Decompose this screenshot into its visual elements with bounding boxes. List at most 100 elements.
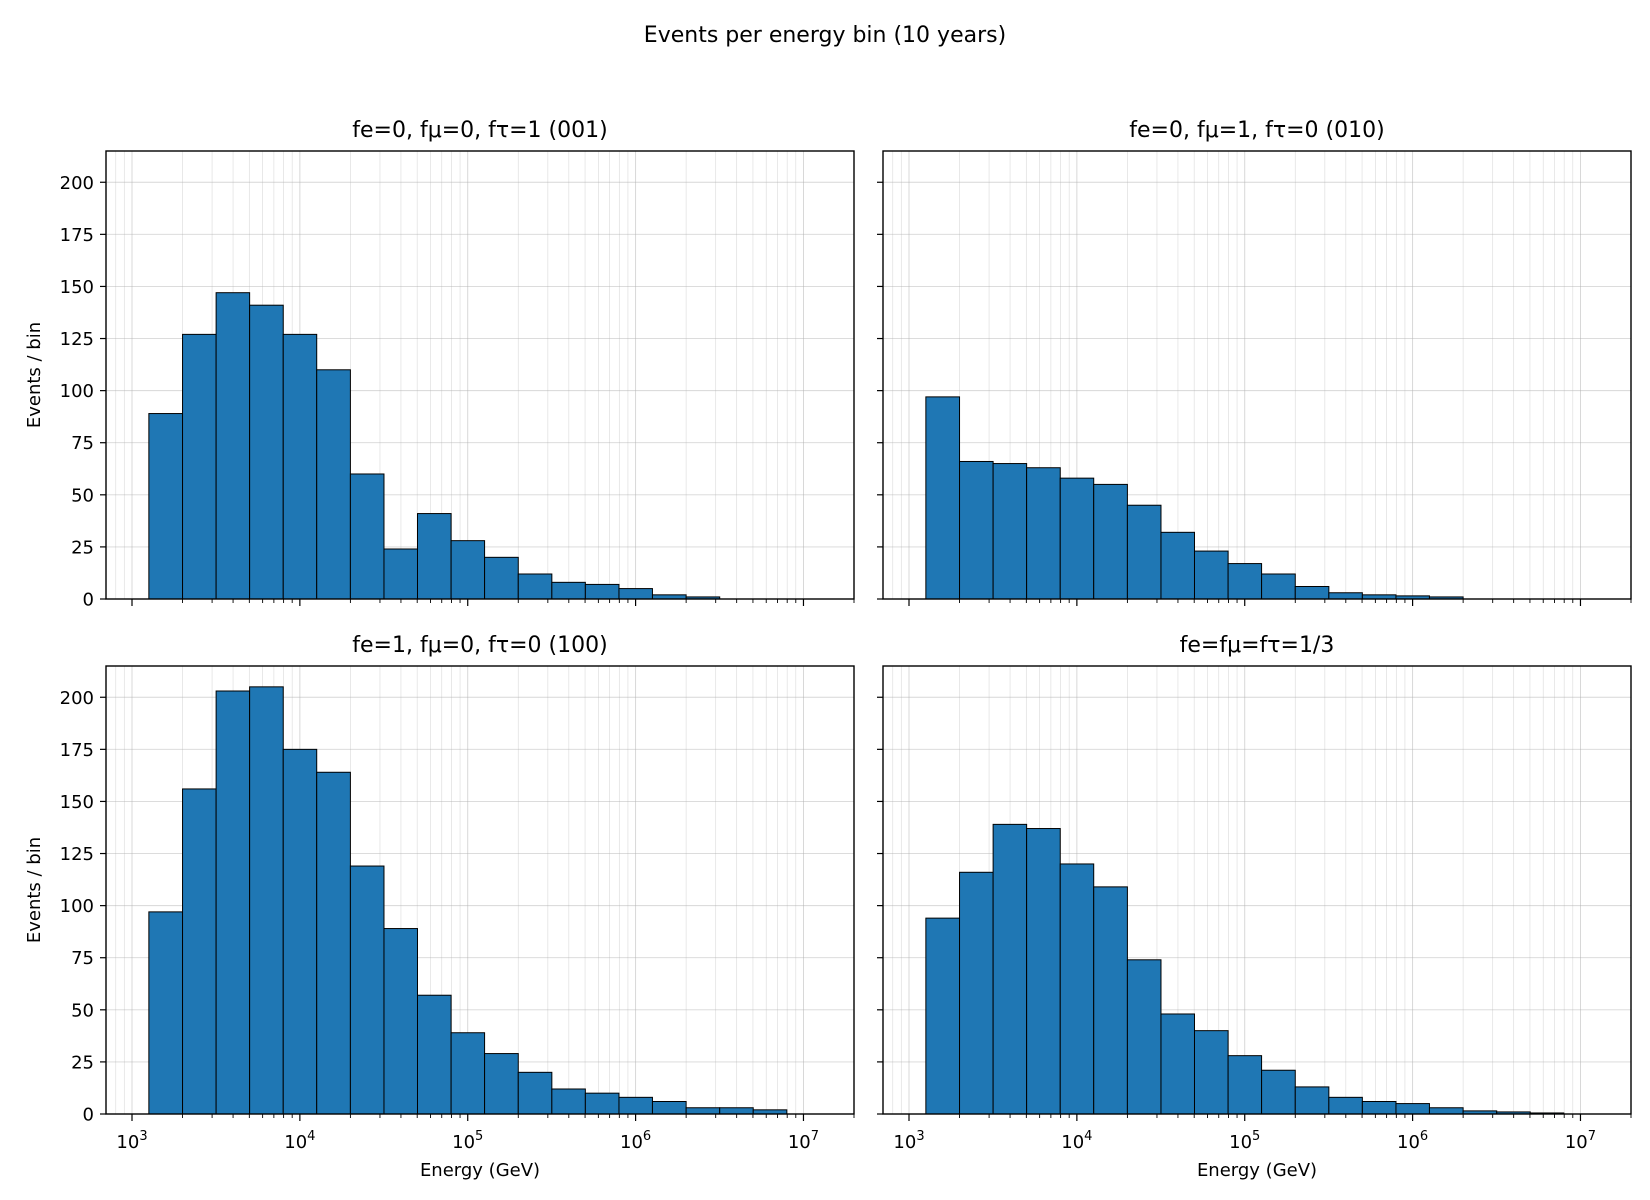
x-tick-label: 105	[1229, 1129, 1260, 1153]
y-tick-label: 175	[60, 740, 94, 761]
histogram-bar	[959, 871, 994, 1115]
histogram-bar	[349, 865, 385, 1115]
x-tick-label: 103	[116, 1129, 147, 1153]
y-tick-label: 100	[60, 381, 94, 402]
histogram-bar	[182, 333, 217, 600]
x-tick-label: 106	[620, 1129, 651, 1153]
x-tick-label: 103	[893, 1129, 924, 1153]
histogram-bar	[1126, 504, 1162, 600]
y-tick-label: 125	[60, 844, 94, 865]
histogram-bar	[1328, 1096, 1363, 1115]
y-tick-label: 75	[71, 433, 94, 454]
x-tick-label: 104	[284, 1129, 315, 1153]
axes-frame	[105, 150, 855, 600]
histogram-bar	[1193, 1030, 1229, 1115]
histogram-bar	[959, 460, 994, 600]
y-tick-label: 125	[60, 329, 94, 350]
histogram-bar	[551, 581, 586, 600]
histogram-bar	[383, 548, 418, 600]
histogram-bar	[249, 304, 284, 600]
histogram-bar	[551, 1088, 586, 1115]
histogram-bar	[416, 994, 452, 1115]
histogram-bar	[1026, 828, 1061, 1115]
axes-frame	[105, 665, 855, 1115]
histogram-bar	[383, 928, 418, 1115]
panel-4: 103 104 105 106 107 fe=fμ=fτ=1/3 Energy (GeV)	[877, 633, 1632, 1181]
y-tick-label: 25	[71, 537, 94, 558]
x-tick-label: 105	[452, 1129, 483, 1153]
histogram-bar	[1361, 1100, 1397, 1115]
y-tick-label: 0	[83, 590, 94, 611]
histogram-bar	[416, 513, 452, 600]
histogram-bar	[992, 463, 1028, 600]
y-axis-label: Events / bin	[24, 322, 45, 428]
histogram-bar	[349, 473, 385, 600]
histogram-bar	[1059, 477, 1095, 600]
histogram-bar	[925, 396, 961, 600]
histogram-bar	[584, 1092, 620, 1115]
y-tick-label: 200	[60, 173, 94, 194]
histogram-bar	[1126, 959, 1162, 1115]
y-tick-label: 100	[60, 896, 94, 917]
histogram-bar	[618, 1096, 653, 1115]
panel-3: 0 25 50 75 100 125 150 175 200 103 104 105 106 107 fe=…	[24, 633, 855, 1181]
histogram-bar	[1093, 886, 1128, 1115]
x-tick-label: 107	[1565, 1129, 1596, 1153]
histogram-bar	[925, 917, 961, 1115]
x-axis-label: Energy (GeV)	[420, 1160, 540, 1181]
histogram-bar	[1160, 1013, 1195, 1115]
y-tick-label: 200	[60, 688, 94, 709]
histogram-bar	[450, 1032, 486, 1115]
histogram-bar	[1160, 531, 1195, 600]
histogram-bar	[249, 686, 284, 1115]
panel-title: fe=0, fμ=1, fτ=0 (010)	[1129, 118, 1384, 143]
histogram-bar	[215, 690, 251, 1115]
histogram-bar	[1059, 863, 1095, 1115]
histogram-bar	[1294, 1086, 1330, 1115]
histogram-bar	[1227, 1055, 1263, 1115]
histogram-bar	[584, 583, 620, 600]
histogram-bar	[148, 413, 184, 600]
histogram-bar	[1193, 550, 1229, 600]
histogram-bar	[282, 333, 318, 600]
axes-frame	[882, 665, 1632, 1115]
histogram-bar	[1026, 467, 1061, 600]
histogram-bar	[685, 1107, 721, 1115]
y-axis-label: Events / bin	[24, 837, 45, 943]
x-axis-label: Energy (GeV)	[1197, 1160, 1317, 1181]
histogram-bar	[316, 369, 351, 600]
histogram-bar	[1261, 1069, 1296, 1115]
histogram-bar	[517, 1071, 553, 1115]
panel-2: fe=0, fμ=1, fτ=0 (010)	[877, 118, 1632, 606]
y-tick-label: 175	[60, 225, 94, 246]
histogram-bar	[1328, 592, 1363, 600]
y-tick-label: 0	[83, 1105, 94, 1126]
y-tick-label: 150	[60, 792, 94, 813]
histogram-bar	[1294, 585, 1330, 600]
histogram-bar	[148, 911, 184, 1115]
x-tick-label: 104	[1061, 1129, 1092, 1153]
histogram-bar	[484, 1053, 519, 1115]
histogram-bar	[1395, 1103, 1430, 1115]
histogram-bar	[182, 788, 217, 1115]
y-tick-label: 75	[71, 948, 94, 969]
histogram-bar	[651, 1100, 687, 1115]
histogram-bar	[1428, 1107, 1464, 1115]
histogram-bar	[1227, 563, 1263, 600]
y-tick-label: 50	[71, 485, 94, 506]
histogram-bar	[282, 748, 318, 1115]
histogram-bar	[215, 292, 251, 600]
panel-title: fe=fμ=fτ=1/3	[1180, 633, 1335, 658]
panel-1: 0 25 50 75 100 125 150 175 200 fe=0, fμ=0, fτ=1 (…	[24, 118, 855, 611]
histogram-bar	[719, 1107, 754, 1115]
axes-frame	[882, 150, 1632, 600]
y-tick-label: 150	[60, 277, 94, 298]
histogram-bar	[450, 540, 486, 600]
panel-title: fe=1, fμ=0, fτ=0 (100)	[352, 633, 607, 658]
panel-title: fe=0, fμ=0, fτ=1 (001)	[352, 118, 607, 143]
x-tick-label: 106	[1397, 1129, 1428, 1153]
histogram-bar	[618, 588, 653, 600]
histogram-bar	[1261, 573, 1296, 600]
x-tick-label: 107	[788, 1129, 819, 1153]
